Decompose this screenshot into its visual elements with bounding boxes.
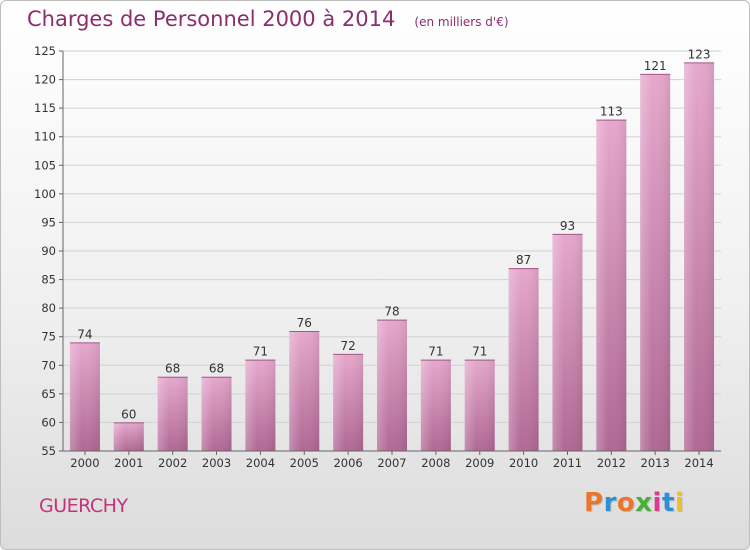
y-tick-label: 100 [34,187,56,201]
chart-subtitle: (en milliers d'€) [414,15,509,29]
bar-value-label: 60 [121,407,136,421]
bar-shading [377,319,407,451]
x-tick-label: 2012 [597,456,626,470]
y-tick-label: 95 [41,215,56,229]
y-tick-label: 110 [34,130,56,144]
town-name: GUERCHY [39,495,128,517]
bar-shading [552,233,583,451]
x-tick-label: 2008 [421,456,450,470]
logo-letter: t [661,488,675,518]
bar-value-label: 74 [77,327,92,341]
bar-shading [245,359,276,451]
x-tick-label: 2002 [158,456,187,470]
logo-letter: r [603,488,617,518]
bar-shading [333,353,364,451]
bar-shading [640,73,671,451]
bar-value-label: 76 [297,316,312,330]
proxiti-logo[interactable]: Proxiti [584,488,684,518]
bar-shading [464,359,495,451]
bar-value-label: 72 [340,339,355,353]
bar-shading [508,268,539,451]
bars: 74 60 68 68 71 76 72 78 71 71 87 93 113 121 123 [69,47,715,452]
axes: 55 60 65 70 75 80 85 90 95 100 105 110 115 120 125 2000… [34,44,721,470]
x-tick-label: 2007 [377,456,406,470]
x-tick-label: 2005 [290,456,319,470]
y-tick-label: 115 [34,101,56,115]
y-tick-label: 80 [41,301,56,315]
logo-letter: o [616,488,636,518]
y-tick-label: 120 [34,73,56,87]
y-tick-label: 90 [41,244,56,258]
bar-value-label: 68 [209,362,224,376]
chart-title: Charges de Personnel 2000 à 2014 [27,7,396,31]
x-tick-label: 2000 [70,456,99,470]
bar-value-label: 123 [688,47,711,61]
y-tick-label: 70 [41,358,56,372]
logo-letter: P [584,488,604,518]
y-tick-label: 75 [41,330,56,344]
title-row: Charges de Personnel 2000 à 2014 (en mil… [27,7,509,31]
bar-shading [684,62,715,452]
x-tick-label: 2004 [246,456,275,470]
bar-value-label: 71 [428,345,443,359]
bar-value-label: 113 [600,105,623,119]
bar-value-label: 71 [472,345,487,359]
y-tick-label: 60 [41,415,56,429]
bar-shading [157,376,188,451]
y-tick-label: 55 [41,444,56,458]
bar-shading [289,331,320,451]
x-tick-label: 2009 [465,456,494,470]
bar-value-label: 68 [165,362,180,376]
x-tick-label: 2006 [333,456,362,470]
bar-shading [420,359,451,451]
x-tick-label: 2001 [114,456,143,470]
bar-value-label: 93 [560,219,575,233]
y-tick-label: 65 [41,387,56,401]
logo-letter: x [635,488,653,518]
bar-shading [596,119,627,452]
bar-shading [69,342,100,451]
x-tick-label: 2014 [684,456,713,470]
bar-value-label: 78 [384,305,399,319]
bar-shading [113,422,144,451]
y-tick-label: 105 [34,158,56,172]
y-tick-label: 125 [34,44,56,58]
y-tick-label: 85 [41,273,56,287]
bar-value-label: 71 [253,345,268,359]
x-tick-label: 2011 [553,456,582,470]
x-tick-label: 2010 [509,456,538,470]
logo-letter: i [652,488,662,518]
x-tick-label: 2003 [202,456,231,470]
bar-value-label: 87 [516,253,531,267]
bar-shading [201,376,232,451]
x-tick-label: 2013 [641,456,670,470]
bar-value-label: 121 [644,59,667,73]
logo-letter: i [674,488,685,518]
